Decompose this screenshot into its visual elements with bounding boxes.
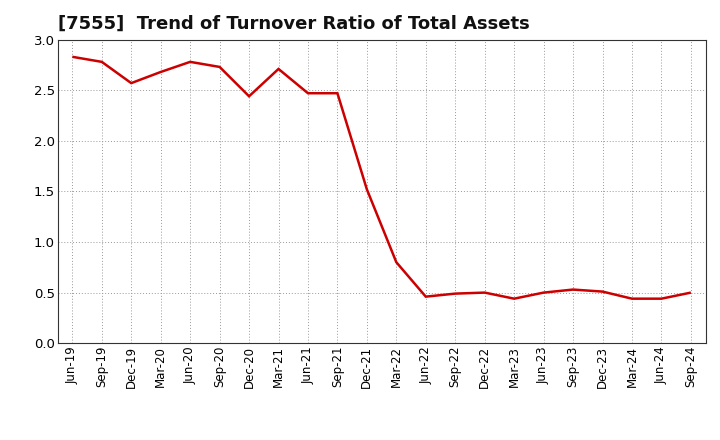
- Text: [7555]  Trend of Turnover Ratio of Total Assets: [7555] Trend of Turnover Ratio of Total …: [58, 15, 529, 33]
